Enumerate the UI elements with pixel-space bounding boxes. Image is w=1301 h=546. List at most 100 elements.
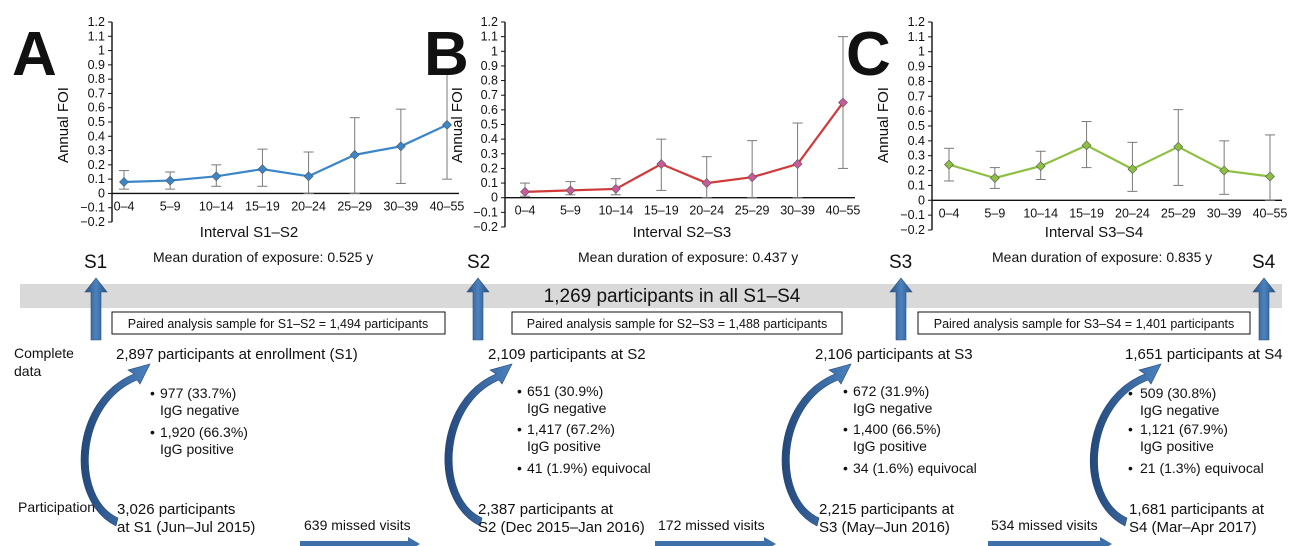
data-point — [944, 159, 954, 170]
y-tick-label: 0.4 — [908, 134, 925, 148]
x-tick-label: 40–55 — [1253, 206, 1288, 220]
panel-letter: A — [12, 20, 57, 89]
missed-visit-arrows — [300, 537, 1112, 546]
y-tick-label: 1.2 — [88, 15, 105, 29]
row-label-data: data — [14, 363, 41, 379]
neg-label: IgG negative — [853, 400, 933, 416]
panel-letter: B — [424, 20, 469, 89]
data-point — [1173, 141, 1184, 152]
participation-s4-line2: S4 (Mar–Apr 2017) — [1129, 519, 1257, 536]
followup-curves — [80, 363, 1162, 527]
neg-label: IgG negative — [160, 402, 240, 418]
missed-visit-arrow — [988, 537, 1112, 546]
x-tick-label: 10–14 — [598, 204, 633, 218]
paired-sample-text: Paired analysis sample for S1–S2 = 1,494… — [128, 317, 429, 331]
y-tick-label: 0.7 — [481, 88, 498, 102]
pos-label: IgG positive — [853, 438, 927, 454]
data-point — [1265, 171, 1275, 182]
followup-curve-arrow — [444, 363, 513, 527]
pos-label: IgG positive — [527, 438, 601, 454]
pos-count: 1,920 (66.3%) — [160, 424, 248, 440]
y-tick-label: 1 — [98, 44, 105, 58]
y-tick-label: −0.2 — [80, 215, 105, 229]
x-tick-label: 5–9 — [984, 206, 1005, 220]
complete-count-s1: 2,897 participants at enrollment (S1) — [116, 346, 358, 363]
y-axis: −0.2−0.100.10.20.30.40.50.60.70.80.911.1… — [473, 15, 506, 234]
missed-visits-s2-s3: 172 missed visits — [658, 517, 765, 533]
y-tick-label: 0.1 — [481, 176, 498, 190]
participation-s3-line1: 2,215 participants at — [819, 501, 955, 518]
y-tick-label: 0.3 — [481, 147, 498, 161]
y-tick-label: 0.9 — [481, 59, 498, 73]
series — [520, 97, 848, 197]
x-tick-label: 20–24 — [291, 199, 326, 213]
data-point — [349, 149, 360, 160]
data-point — [520, 186, 530, 197]
x-tick-label: 5–9 — [560, 204, 581, 218]
y-tick-label: 0.2 — [481, 161, 498, 175]
y-tick-label: −0.1 — [900, 208, 925, 222]
y-tick-label: 1.2 — [908, 15, 925, 29]
bullet-icon: • — [1128, 460, 1133, 476]
participation-s2-line2: S2 (Dec 2015–Jan 2016) — [478, 519, 645, 536]
bullet-icon: • — [517, 460, 522, 476]
x-tick-label: 40–55 — [826, 204, 861, 218]
x-tick-label: 15–19 — [644, 204, 679, 218]
x-tick-label: 40–55 — [430, 199, 465, 213]
x-tick-label: 25–29 — [735, 204, 770, 218]
survey-up-arrow — [1252, 277, 1276, 341]
x-tick-label: 15–19 — [245, 199, 280, 213]
x-axis-label: Interval S2–S3 — [633, 224, 731, 241]
data-point — [701, 178, 712, 188]
survey-arrows — [84, 277, 1276, 341]
missed-visits-s3-s4: 534 missed visits — [991, 517, 1098, 533]
participation-s4-line1: 1,681 participants at — [1129, 501, 1265, 518]
bullet-icon: • — [1128, 385, 1133, 401]
data-point — [257, 164, 268, 175]
banner-text: 1,269 participants in all S1–S4 — [544, 286, 801, 307]
equivocal: 21 (1.3%) equivocal — [1140, 460, 1264, 476]
y-tick-label: 0.5 — [88, 115, 105, 129]
paired-sample-text: Paired analysis sample for S3–S4 = 1,401… — [934, 317, 1235, 331]
y-tick-label: 0.5 — [481, 118, 498, 132]
error-bars — [944, 109, 1275, 201]
bullet-icon: • — [517, 383, 522, 399]
y-tick-label: 0.6 — [481, 103, 498, 117]
y-tick-label: 0.9 — [88, 58, 105, 72]
survey-up-arrow — [889, 277, 913, 341]
data-point — [442, 119, 452, 130]
y-tick-label: 0 — [918, 193, 925, 207]
y-axis-label: Annual FOI — [875, 87, 892, 163]
series — [119, 119, 452, 187]
y-tick-label: −0.2 — [900, 223, 925, 237]
followup-curve-arrow — [1089, 363, 1162, 527]
x-tick-label: 0–4 — [114, 199, 135, 213]
data-point — [1035, 161, 1046, 172]
data-point — [1219, 165, 1230, 176]
x-axis-label: Interval S3–S4 — [1045, 224, 1143, 241]
equivocal: 41 (1.9%) equivocal — [527, 460, 651, 476]
y-tick-label: −0.1 — [80, 201, 105, 215]
survey-up-arrow — [84, 277, 108, 341]
paired-sample-text: Paired analysis sample for S2–S3 = 1,488… — [527, 317, 828, 331]
complete-count-s3: 2,106 participants at S3 — [815, 346, 973, 363]
participation-s1-line1: 3,026 participants — [117, 501, 235, 518]
data-point — [165, 175, 176, 186]
row-label-complete: Complete — [14, 345, 74, 361]
x-tick-label: 10–14 — [199, 199, 234, 213]
y-tick-label: 1 — [918, 45, 925, 59]
y-axis-label: Annual FOI — [449, 87, 466, 163]
paired-sample-box-s2-s3 — [511, 311, 843, 335]
serostatus-s2: • 651 (30.9%) IgG negative • 1,417 (67.2… — [517, 383, 651, 476]
survey-label-s4: S4 — [1252, 252, 1276, 273]
bullet-icon: • — [843, 460, 848, 476]
pos-count: 1,400 (66.5%) — [853, 421, 941, 437]
data-point — [838, 97, 848, 108]
row-label-participation: Participation — [18, 499, 95, 515]
pos-count: 1,417 (67.2%) — [527, 421, 615, 437]
x-tick-label: 20–24 — [689, 204, 724, 218]
neg-count: 509 (30.8%) — [1140, 385, 1216, 401]
x-tick-label: 30–39 — [780, 204, 815, 218]
missed-visit-arrow — [655, 537, 776, 546]
y-tick-label: 0.4 — [481, 132, 498, 146]
